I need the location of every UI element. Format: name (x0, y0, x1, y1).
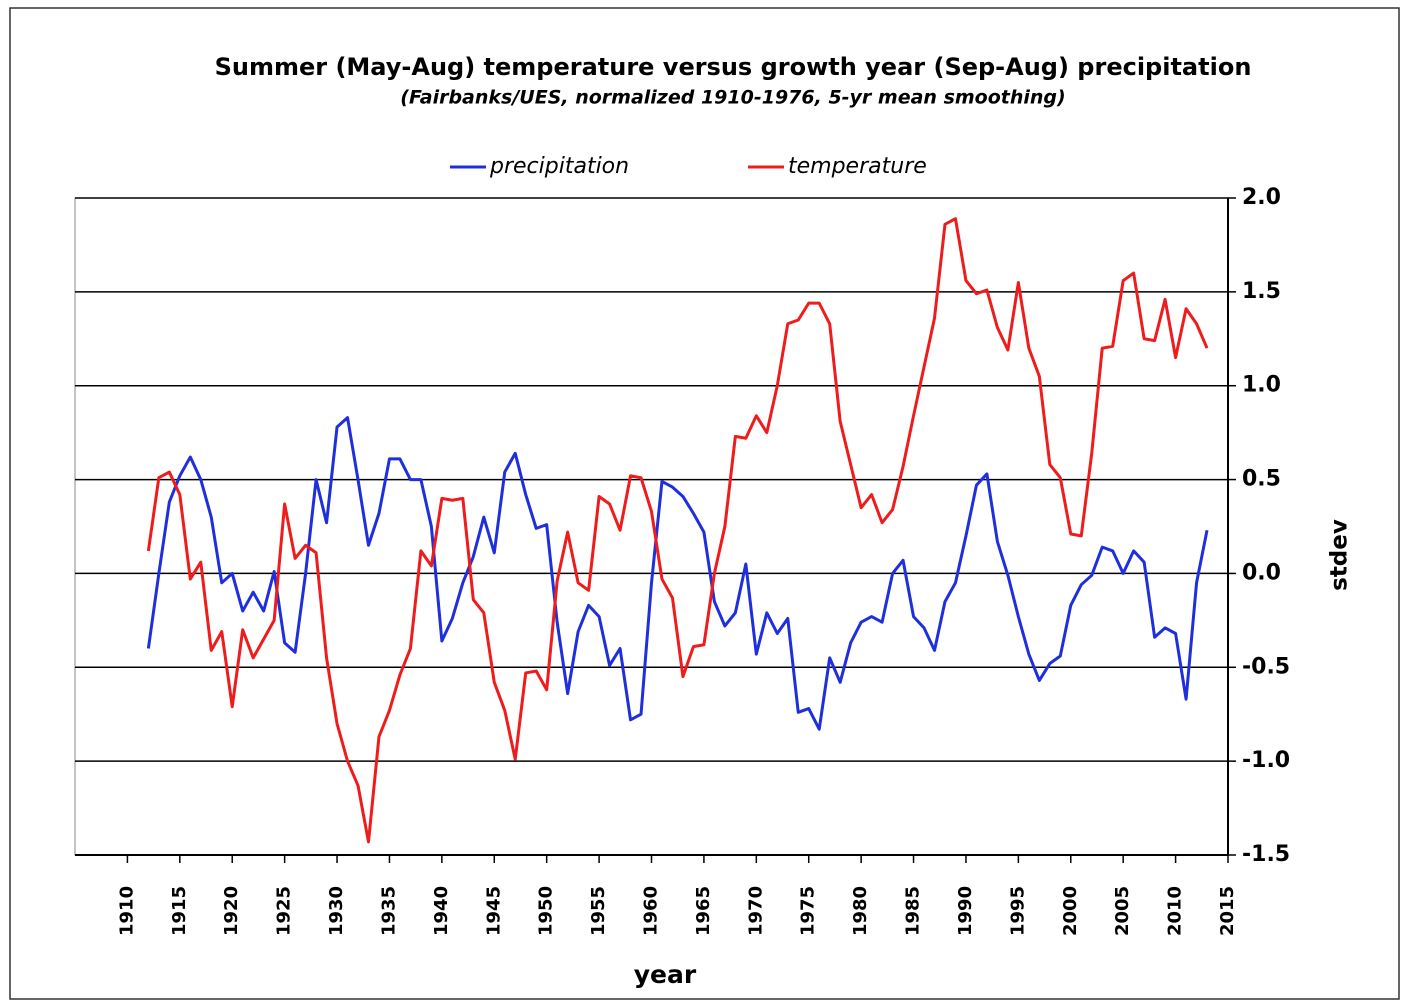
series-line (146, 217, 1209, 844)
x-tick-label: 1935 (378, 886, 399, 936)
y-tick-label: -1.5 (1242, 842, 1290, 867)
x-tick-label: 1955 (588, 886, 609, 936)
x-tick-label: 1970 (745, 886, 766, 936)
y-tick-label: 1.5 (1242, 279, 1281, 304)
x-tick-label: 2015 (1217, 886, 1238, 936)
x-tick-label: 1915 (169, 886, 190, 936)
x-tick-label: 1945 (483, 886, 504, 936)
frame (9, 7, 1400, 1000)
chart-title: Summer (May-Aug) temperature versus grow… (215, 53, 1252, 81)
x-tick-label: 1950 (536, 886, 557, 936)
x-tick-label: 2010 (1165, 886, 1186, 936)
x-tick-label: 1910 (116, 886, 137, 936)
y-tick-label: -1.0 (1242, 748, 1290, 773)
x-axis-label: year (634, 960, 697, 989)
x-tick-label: 1925 (274, 886, 295, 936)
x-tick-label: 1975 (798, 886, 819, 936)
y-axis-label: stdev (1327, 519, 1353, 591)
x-tick-label: 1930 (326, 886, 347, 936)
x-tick-label: 1995 (1007, 886, 1028, 936)
x-tick-label: 1990 (955, 886, 976, 936)
legend-label: temperature (788, 154, 927, 179)
legend-label: precipitation (489, 154, 629, 179)
x-tick-label: 1940 (431, 886, 452, 936)
y-tick-label: -0.5 (1242, 654, 1290, 679)
x-tick-label: 1980 (850, 886, 871, 936)
x-tick-label: 1965 (693, 886, 714, 936)
x-tick-label: 1985 (903, 886, 924, 936)
y-tick-label: 2.0 (1242, 185, 1281, 210)
x-tick-label: 2005 (1112, 886, 1133, 936)
series-line (146, 416, 1209, 731)
chart-subtitle: (Fairbanks/UES, normalized 1910-1976, 5-… (400, 87, 1065, 109)
x-tick-label: 2000 (1060, 886, 1081, 936)
y-tick-label: 1.0 (1242, 373, 1281, 398)
x-tick-label: 1960 (641, 886, 662, 936)
y-tick-label: 0.0 (1242, 560, 1281, 585)
x-tick-label: 1920 (221, 886, 242, 936)
y-tick-label: 0.5 (1242, 467, 1281, 492)
